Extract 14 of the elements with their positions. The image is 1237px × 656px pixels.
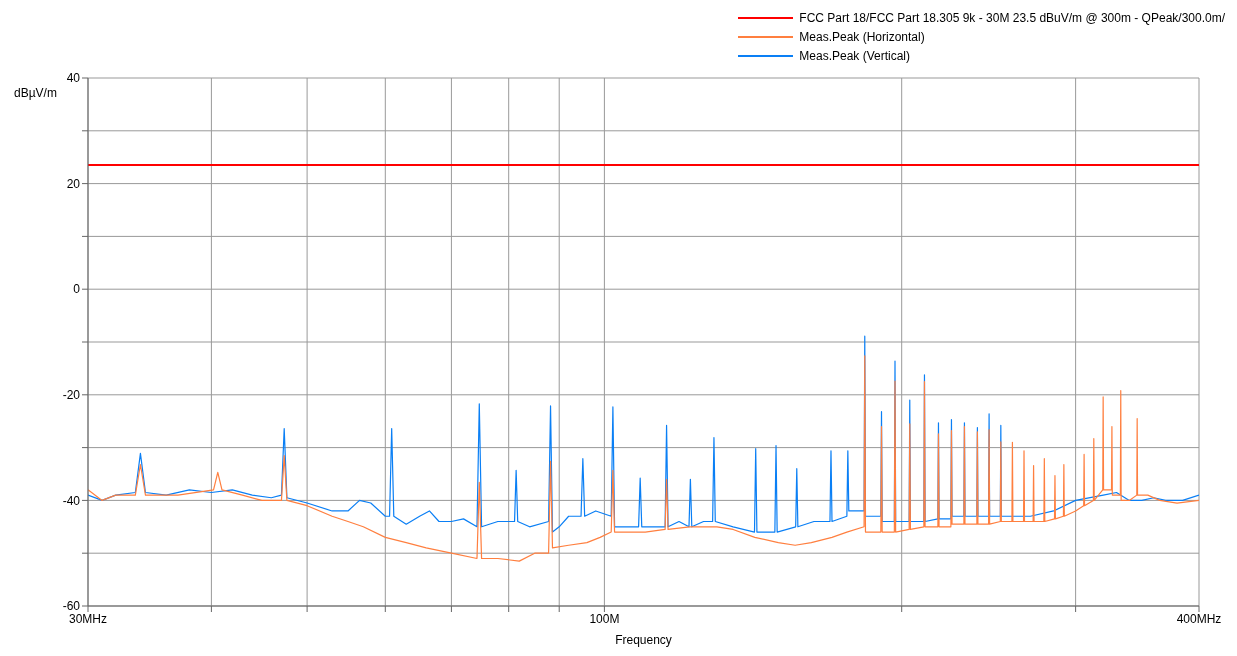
legend-label: FCC Part 18/FCC Part 18.305 9k - 30M 23.5 dBuV/m @ 300m - QPeak/300.0m/ xyxy=(799,10,1225,25)
y-axis-title: dBµV/m xyxy=(14,86,57,100)
y-tick-label: 40 xyxy=(66,71,81,86)
y-tick-label: 20 xyxy=(66,176,81,191)
y-tick-label: 0 xyxy=(73,282,81,297)
legend-label: Meas.Peak (Horizontal) xyxy=(799,29,925,44)
x-tick-label: 100M xyxy=(589,611,620,626)
y-tick-label: -40 xyxy=(62,493,81,508)
x-tick-label: 400MHz xyxy=(1176,611,1222,626)
y-tick-label: -20 xyxy=(62,388,81,403)
x-axis-title: Frequency xyxy=(615,633,672,647)
x-tick-label: 30MHz xyxy=(68,611,108,626)
y-tick-label: -60 xyxy=(62,599,81,614)
legend-label: Meas.Peak (Vertical) xyxy=(799,48,911,63)
